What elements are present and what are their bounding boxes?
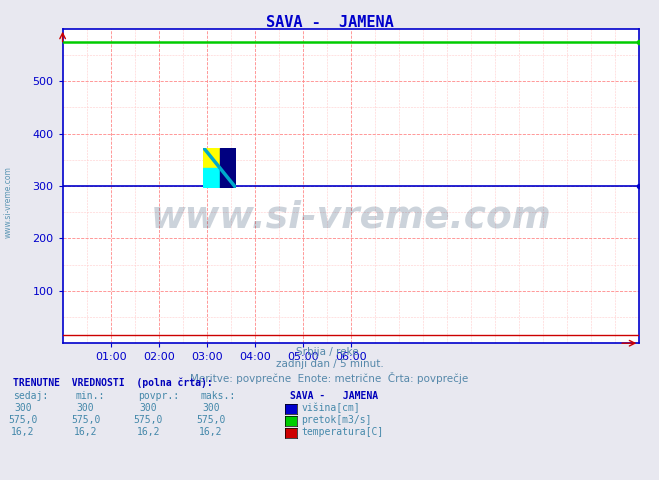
- Bar: [204, 168, 220, 188]
- Text: 575,0: 575,0: [71, 415, 100, 425]
- Text: 16,2: 16,2: [11, 427, 35, 437]
- Text: 300: 300: [77, 403, 94, 413]
- Text: 300: 300: [14, 403, 32, 413]
- Text: 16,2: 16,2: [136, 427, 160, 437]
- Bar: [220, 148, 237, 188]
- Text: Meritve: povprečne  Enote: metrične  Črta: povprečje: Meritve: povprečne Enote: metrične Črta:…: [190, 372, 469, 384]
- Text: min.:: min.:: [76, 391, 105, 401]
- Text: 300: 300: [140, 403, 157, 413]
- Text: SAVA -   JAMENA: SAVA - JAMENA: [290, 391, 378, 401]
- Text: www.si-vreme.com: www.si-vreme.com: [3, 166, 13, 238]
- Text: sedaj:: sedaj:: [13, 391, 48, 401]
- Text: zadnji dan / 5 minut.: zadnji dan / 5 minut.: [275, 359, 384, 369]
- Text: 575,0: 575,0: [196, 415, 225, 425]
- Text: maks.:: maks.:: [201, 391, 236, 401]
- Text: temperatura[C]: temperatura[C]: [301, 427, 384, 437]
- Text: TRENUTNE  VREDNOSTI  (polna črta):: TRENUTNE VREDNOSTI (polna črta):: [13, 378, 213, 388]
- Text: povpr.:: povpr.:: [138, 391, 179, 401]
- Text: pretok[m3/s]: pretok[m3/s]: [301, 415, 372, 425]
- Text: SAVA -  JAMENA: SAVA - JAMENA: [266, 15, 393, 30]
- Text: 575,0: 575,0: [9, 415, 38, 425]
- Text: višina[cm]: višina[cm]: [301, 403, 360, 413]
- Bar: [204, 148, 220, 168]
- Text: 16,2: 16,2: [199, 427, 223, 437]
- Text: www.si-vreme.com: www.si-vreme.com: [150, 200, 552, 236]
- Text: 575,0: 575,0: [134, 415, 163, 425]
- Text: Srbija / reke.: Srbija / reke.: [297, 347, 362, 357]
- Text: 16,2: 16,2: [74, 427, 98, 437]
- Text: 300: 300: [202, 403, 219, 413]
